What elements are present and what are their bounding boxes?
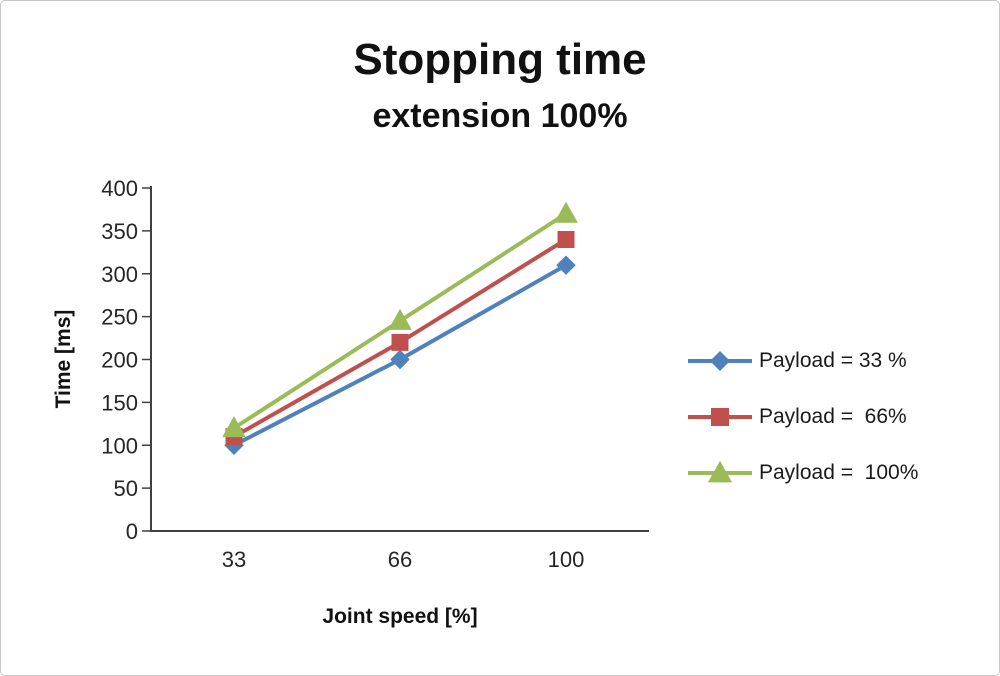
y-tick-label: 400 — [101, 176, 138, 201]
y-tick-label: 350 — [101, 219, 138, 244]
triangle-marker-icon — [388, 308, 412, 330]
y-tick-label: 200 — [101, 348, 138, 373]
triangle-marker-icon — [554, 201, 578, 223]
legend-item: Payload = 100% — [687, 460, 918, 486]
legend-line-sample — [688, 408, 752, 426]
y-tick-label: 250 — [101, 305, 138, 330]
y-tick-label: 150 — [101, 390, 138, 415]
series-triangle — [222, 201, 578, 438]
legend: Payload = 33 % Payload = 66% Payload = 100… — [687, 348, 918, 516]
diamond-marker-icon — [710, 351, 730, 371]
legend-line-sample — [688, 460, 752, 483]
x-tick-label: 66 — [388, 547, 412, 572]
y-tick-label: 100 — [101, 433, 138, 458]
legend-item: Payload = 66% — [687, 404, 918, 430]
y-axis-tick-labels: 0 50 100 150 200 250 300 350 400 — [101, 176, 151, 544]
diamond-marker-icon — [556, 255, 576, 275]
legend-item: Payload = 33 % — [687, 348, 918, 374]
square-marker-icon — [711, 408, 729, 426]
legend-label: Payload = 66% — [759, 405, 907, 428]
y-tick-label: 0 — [126, 519, 138, 544]
x-tick-label: 100 — [548, 547, 585, 572]
x-axis-title: Joint speed [%] — [322, 605, 478, 628]
legend-label: Payload = 33 % — [759, 349, 907, 372]
y-tick-label: 300 — [101, 262, 138, 287]
axis-lines — [150, 186, 649, 532]
y-tick-label: 50 — [114, 476, 138, 501]
legend-line-sample — [688, 351, 752, 371]
diamond-marker-icon — [390, 349, 410, 370]
square-marker-icon — [391, 333, 409, 351]
triangle-marker-icon — [222, 416, 246, 438]
triangle-marker-icon — [707, 460, 733, 483]
chart-title: Stopping time — [353, 35, 647, 84]
series-square — [225, 230, 575, 446]
square-marker-icon — [557, 230, 575, 248]
chart-subtitle: extension 100% — [372, 97, 628, 135]
y-axis-title: Time [ms] — [52, 309, 75, 409]
x-axis-tick-labels: 33 66 100 — [222, 547, 585, 572]
x-tick-label: 33 — [222, 547, 246, 572]
legend-label: Payload = 100% — [759, 461, 919, 484]
series-diamond — [224, 255, 576, 455]
